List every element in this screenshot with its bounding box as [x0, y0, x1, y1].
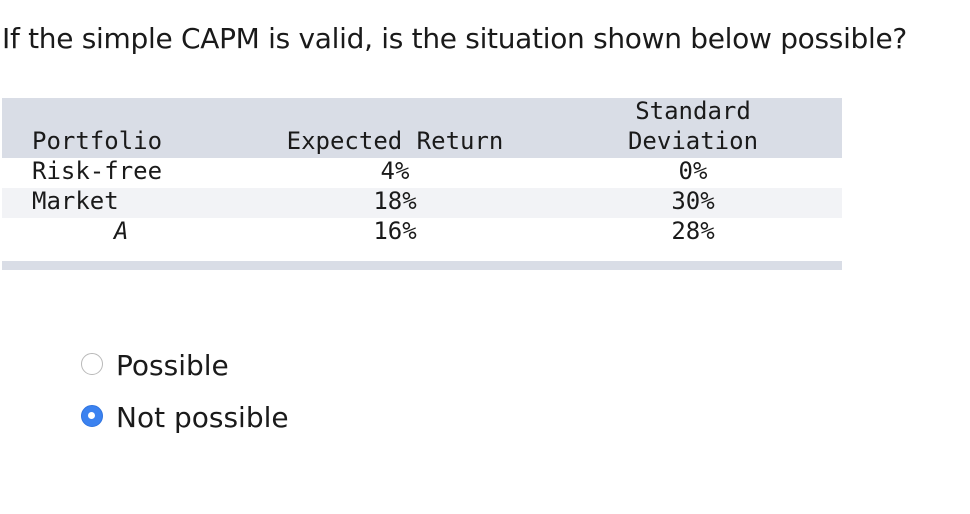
row-market-return: 18%: [373, 187, 417, 215]
row-market-portfolio: Market: [32, 187, 119, 215]
radio-checked-icon[interactable]: [81, 405, 103, 427]
data-table: Standard Portfolio Expected Return Devia…: [2, 97, 842, 270]
row-a-return: 16%: [373, 217, 417, 245]
radio-unchecked-icon[interactable]: [81, 353, 103, 375]
row-riskfree-stddev: 0%: [678, 157, 708, 185]
header-std-dev-line1: Standard: [635, 97, 751, 125]
row-a-stddev: 28%: [671, 217, 715, 245]
row-a-portfolio: A: [114, 217, 129, 245]
row-market-stddev: 30%: [671, 187, 715, 215]
option-possible[interactable]: Possible: [80, 348, 380, 388]
row-riskfree-return: 4%: [380, 157, 410, 185]
option-label[interactable]: Not possible: [116, 401, 289, 434]
option-label[interactable]: Possible: [116, 349, 229, 382]
row-riskfree-portfolio: Risk-free: [32, 157, 163, 185]
header-portfolio: Portfolio: [32, 127, 163, 155]
question-text: If the simple CAPM is valid, is the situ…: [2, 22, 907, 55]
table-row-stripe: [2, 188, 842, 218]
header-std-dev-line2: Deviation: [627, 127, 759, 155]
header-expected-return: Expected Return: [286, 127, 504, 155]
table-header-background: [2, 98, 842, 158]
table-bottom-border: [2, 261, 842, 270]
option-not-possible[interactable]: Not possible: [80, 400, 380, 440]
